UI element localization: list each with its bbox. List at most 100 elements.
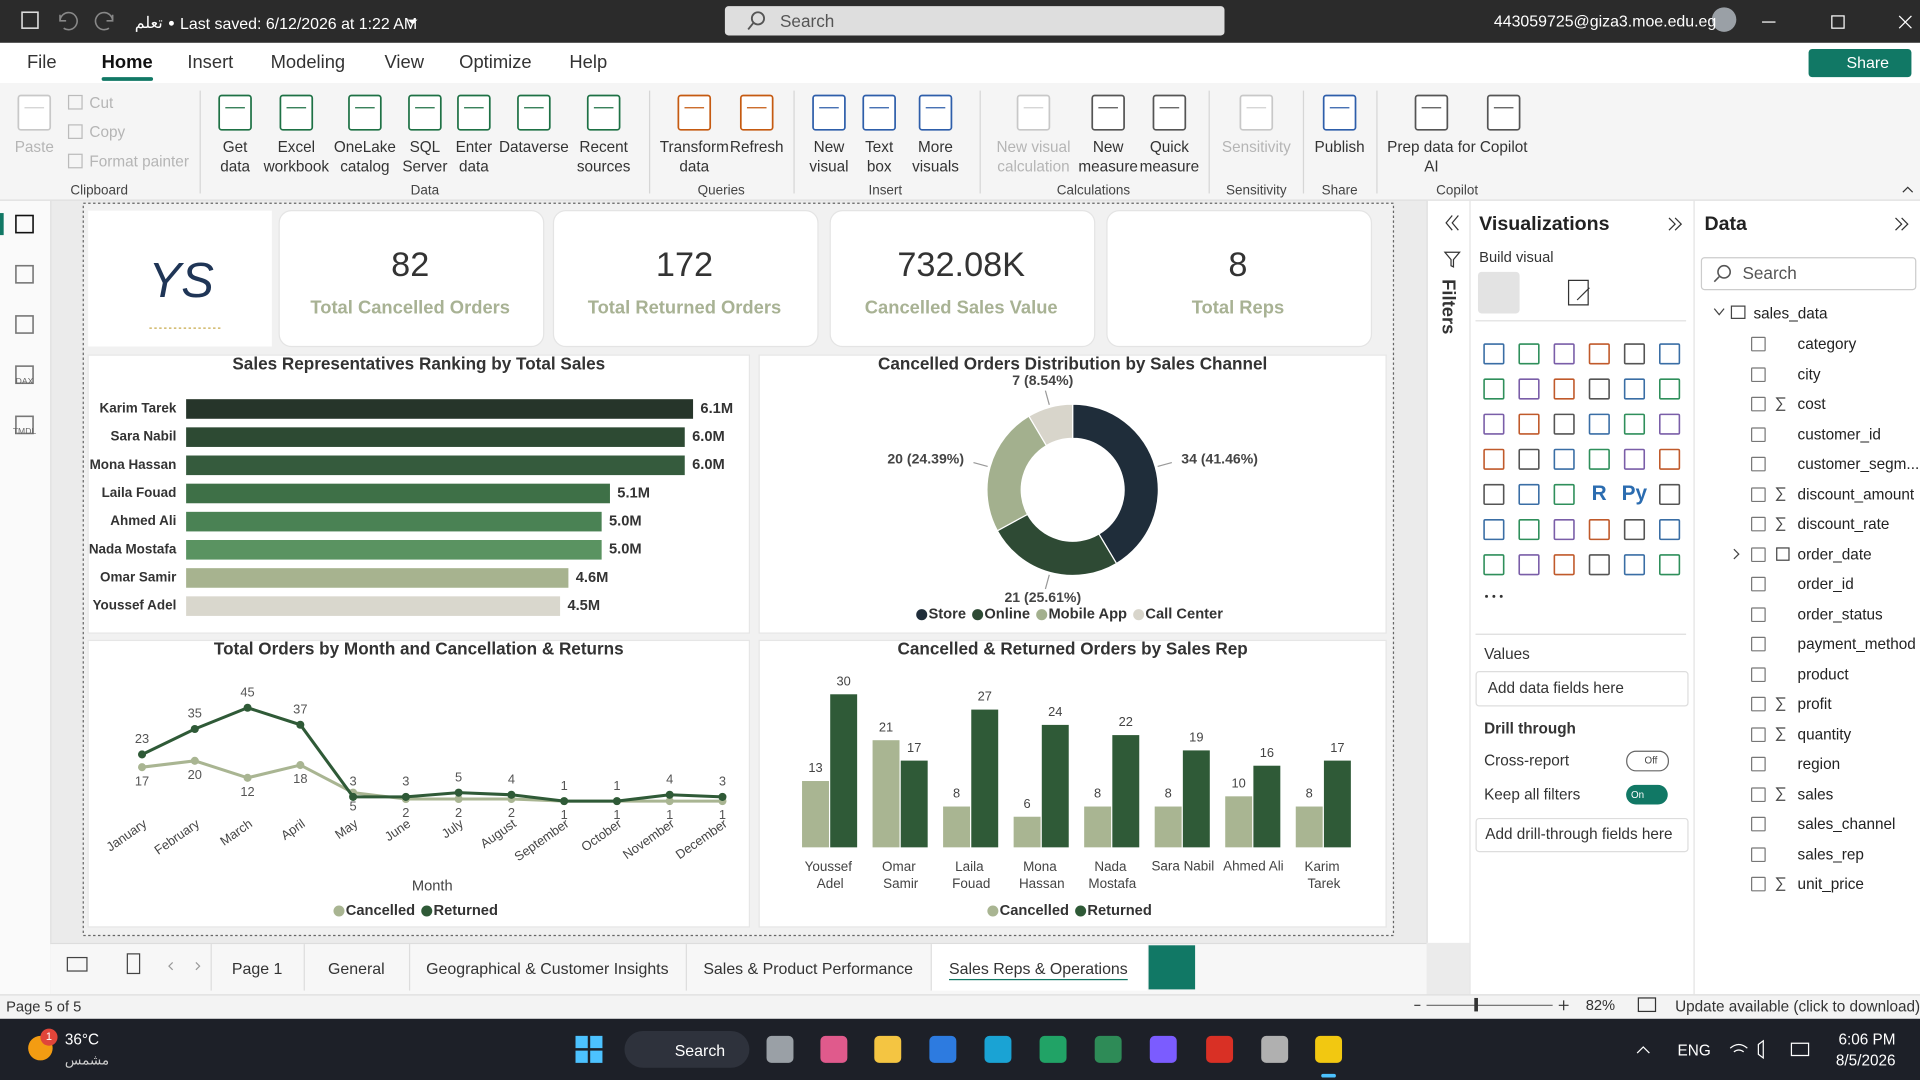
field-name[interactable]: region: [1797, 755, 1841, 773]
page-tab[interactable]: [303, 944, 411, 991]
field-checkbox[interactable]: [1751, 756, 1766, 772]
field-checkbox[interactable]: [1751, 486, 1766, 502]
update-notice[interactable]: Update available (click to download): [1675, 997, 1920, 1016]
field-name[interactable]: product: [1797, 665, 1849, 683]
field-checkbox[interactable]: [1751, 606, 1766, 622]
page-tab-label[interactable]: Sales Reps & Operations: [948, 959, 1128, 978]
page-tab[interactable]: [210, 944, 305, 991]
search-placeholder[interactable]: Search: [780, 11, 835, 31]
ribbon-button-label[interactable]: Quick measure: [1139, 138, 1200, 176]
menu-tab[interactable]: File: [26, 52, 57, 73]
add-page-button[interactable]: [1148, 945, 1196, 990]
page-tab[interactable]: [930, 944, 1148, 991]
page-tab[interactable]: [408, 944, 687, 991]
field-name[interactable]: cost: [1797, 395, 1826, 413]
ribbon-button-label[interactable]: New visual: [809, 138, 849, 176]
menu-tab[interactable]: Insert: [187, 52, 234, 73]
field-checkbox[interactable]: [1751, 726, 1766, 742]
ribbon-button-label[interactable]: OneLake catalog: [333, 138, 396, 176]
field-checkbox[interactable]: [1751, 336, 1766, 352]
field-name[interactable]: sales_rep: [1797, 845, 1864, 863]
data-label: 3: [350, 774, 357, 789]
line: [141, 706, 723, 803]
ribbon-button-label[interactable]: Dataverse: [498, 138, 569, 156]
data-search-placeholder[interactable]: Search: [1742, 263, 1797, 283]
ribbon-button-label[interactable]: New measure: [1078, 138, 1138, 176]
field-checkbox[interactable]: [1751, 366, 1766, 382]
ribbon-button-label[interactable]: Copilot: [1479, 138, 1528, 156]
field-name[interactable]: customer_segm...: [1797, 455, 1920, 473]
field-checkbox[interactable]: [1751, 876, 1766, 892]
field-checkbox[interactable]: [1751, 546, 1766, 562]
field-checkbox[interactable]: [1751, 816, 1766, 832]
ribbon-button-label[interactable]: Enter data: [455, 138, 493, 176]
field-name[interactable]: order_id: [1797, 575, 1854, 593]
ribbon-small-button[interactable]: Copy: [89, 123, 126, 141]
field-name[interactable]: sales_channel: [1797, 815, 1896, 833]
visual-type-icon-label: R: [1592, 482, 1607, 505]
ribbon-button-label[interactable]: Publish: [1314, 138, 1365, 156]
ribbon-icon: [1016, 94, 1051, 131]
ribbon-button-label[interactable]: Refresh: [729, 138, 784, 156]
page-tab-label[interactable]: Sales & Product Performance: [703, 959, 914, 978]
ribbon-button-label[interactable]: SQL Server: [402, 138, 448, 176]
menu-tab[interactable]: Optimize: [459, 52, 532, 73]
table-name[interactable]: sales_data: [1753, 304, 1828, 323]
toggle-on[interactable]: [1626, 784, 1668, 805]
ribbon-button-label[interactable]: More visuals: [912, 138, 959, 176]
temperature: 36°C: [64, 1031, 100, 1049]
field-checkbox[interactable]: [1751, 516, 1766, 532]
page-tab-label[interactable]: General: [328, 959, 385, 978]
field-name[interactable]: category: [1797, 335, 1857, 353]
taskbar-search[interactable]: [624, 1031, 750, 1068]
page-tab-label[interactable]: Geographical & Customer Insights: [426, 959, 669, 978]
share-label[interactable]: Share: [1846, 53, 1890, 72]
field-checkbox[interactable]: [1751, 426, 1766, 442]
field-checkbox[interactable]: [1751, 846, 1766, 862]
field-name[interactable]: discount_rate: [1797, 515, 1890, 533]
menu-tab[interactable]: Help: [569, 52, 608, 73]
share-button[interactable]: [1808, 48, 1912, 78]
field-name[interactable]: unit_price: [1797, 875, 1864, 893]
ribbon-button-label[interactable]: Text box: [865, 138, 894, 176]
search-box[interactable]: [724, 6, 1225, 36]
menu-tab[interactable]: Home: [101, 52, 153, 73]
field-checkbox[interactable]: [1751, 456, 1766, 472]
ribbon-button-label[interactable]: Excel workbook: [263, 138, 330, 176]
ribbon-small-button[interactable]: Format painter: [89, 153, 189, 171]
field-name[interactable]: quantity: [1797, 725, 1852, 743]
field-checkbox[interactable]: [1751, 666, 1766, 682]
values-well[interactable]: [1475, 671, 1689, 707]
data-search-box[interactable]: [1700, 257, 1917, 291]
field-checkbox[interactable]: [1751, 396, 1766, 412]
field-name[interactable]: sales: [1797, 785, 1834, 803]
visual-type-icon: [1518, 378, 1540, 400]
ribbon-button-label[interactable]: Transform data: [659, 138, 729, 176]
donut-label: 21 (25.61%): [1004, 589, 1081, 605]
drill-well[interactable]: [1475, 817, 1689, 853]
field-checkbox[interactable]: [1751, 786, 1766, 802]
field-name[interactable]: customer_id: [1797, 425, 1881, 443]
menu-tab[interactable]: Modeling: [270, 52, 346, 73]
field-name[interactable]: order_date: [1797, 545, 1872, 563]
taskbar-search-label[interactable]: Search: [674, 1041, 726, 1060]
field-checkbox[interactable]: [1751, 636, 1766, 652]
field-checkbox[interactable]: [1751, 696, 1766, 712]
field-checkbox[interactable]: [1751, 576, 1766, 592]
field-name[interactable]: discount_amount: [1797, 485, 1915, 503]
ribbon-button-label[interactable]: Prep data for AI: [1387, 138, 1476, 176]
toggle-off[interactable]: [1626, 750, 1669, 772]
ribbon-button-label[interactable]: Get data: [220, 138, 251, 176]
build-visual-tab[interactable]: [1477, 271, 1520, 314]
field-name[interactable]: profit: [1797, 695, 1832, 713]
menu-tab[interactable]: View: [384, 52, 424, 73]
field-name[interactable]: city: [1797, 365, 1821, 383]
page-tab[interactable]: [685, 944, 932, 991]
field-name[interactable]: payment_method: [1797, 635, 1916, 653]
field-name[interactable]: order_status: [1797, 605, 1883, 623]
ribbon-button-label[interactable]: Recent sources: [576, 138, 631, 176]
data-label: 1: [613, 778, 620, 793]
last-saved[interactable]: Last saved: 6/12/2026 at 1:22 AM: [180, 14, 418, 33]
page-tab-label[interactable]: Page 1: [231, 959, 283, 978]
ribbon-small-button[interactable]: Cut: [89, 94, 114, 112]
